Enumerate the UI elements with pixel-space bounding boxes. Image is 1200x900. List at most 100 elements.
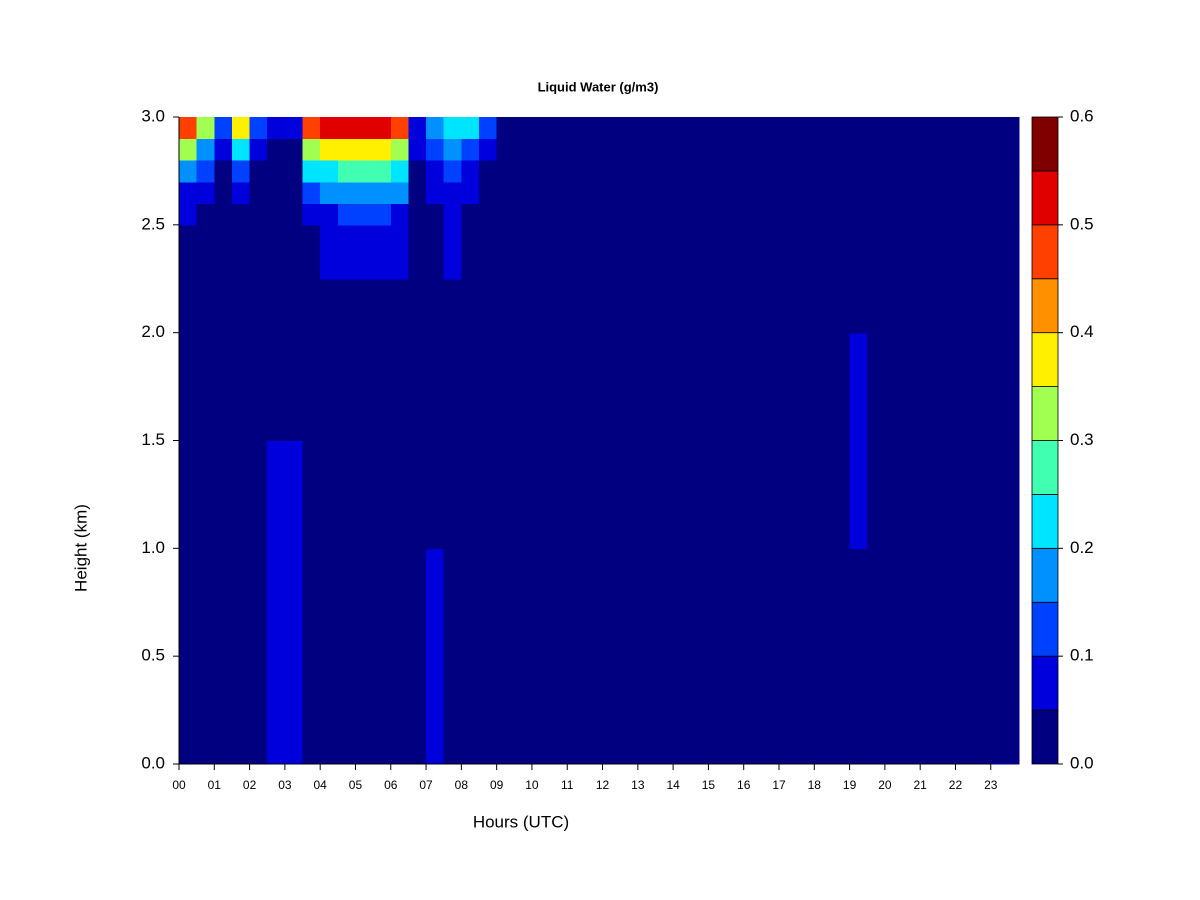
heatmap-cell bbox=[196, 160, 215, 183]
heatmap-cell bbox=[673, 117, 692, 140]
heatmap-cell bbox=[196, 548, 215, 657]
heatmap-cell bbox=[831, 203, 851, 226]
heatmap-cell bbox=[902, 656, 921, 765]
x-tick-label: 11 bbox=[561, 778, 574, 792]
heatmap-cell bbox=[479, 224, 498, 280]
heatmap-cell bbox=[620, 278, 639, 334]
heatmap-cell bbox=[231, 138, 251, 161]
heatmap-cell bbox=[496, 138, 515, 161]
heatmap-cell bbox=[673, 181, 692, 204]
heatmap-cell bbox=[567, 548, 586, 657]
heatmap-cell bbox=[620, 138, 639, 161]
heatmap-cell bbox=[337, 332, 357, 442]
chart-title: Liquid Water (g/m3) bbox=[538, 79, 659, 94]
heatmap-cell bbox=[531, 181, 551, 204]
heatmap-cell bbox=[337, 138, 357, 161]
heatmap-cell bbox=[620, 548, 639, 657]
heatmap-cell bbox=[637, 203, 657, 226]
heatmap-cell bbox=[284, 332, 304, 442]
heatmap-cell bbox=[390, 278, 410, 334]
heatmap-cell bbox=[373, 440, 392, 549]
heatmap-cell bbox=[708, 117, 727, 140]
heatmap-cell bbox=[690, 138, 710, 161]
heatmap-cell bbox=[567, 224, 586, 280]
heatmap-cell bbox=[373, 203, 392, 226]
heatmap-cell bbox=[231, 440, 251, 549]
heatmap-cell bbox=[708, 160, 727, 183]
heatmap-cell bbox=[214, 548, 233, 657]
heatmap-cell bbox=[726, 203, 745, 226]
heatmap-cell bbox=[743, 117, 762, 140]
heatmap-cell bbox=[390, 138, 410, 161]
heatmap-cell bbox=[726, 548, 745, 657]
heatmap-cell bbox=[267, 224, 286, 280]
colorbar-tick-label: 0.2 bbox=[1070, 538, 1094, 557]
colorbar-swatch bbox=[1031, 440, 1059, 495]
heatmap-cell bbox=[390, 548, 410, 657]
heatmap-cell bbox=[426, 656, 445, 765]
heatmap-cell bbox=[796, 278, 815, 334]
heatmap-cell bbox=[373, 224, 392, 280]
heatmap-cell bbox=[443, 440, 462, 549]
x-tick-label: 03 bbox=[278, 778, 292, 792]
x-tick-label: 04 bbox=[313, 778, 327, 792]
heatmap-cell bbox=[849, 160, 868, 183]
heatmap-cell bbox=[320, 440, 339, 549]
heatmap-cell bbox=[426, 160, 445, 183]
heatmap-cell bbox=[937, 160, 957, 183]
heatmap-cell bbox=[849, 278, 868, 334]
heatmap-cell bbox=[302, 181, 321, 204]
heatmap-cell bbox=[655, 332, 674, 442]
heatmap-cell bbox=[584, 117, 604, 140]
heatmap-cell bbox=[337, 440, 357, 549]
heatmap-cell bbox=[408, 278, 427, 334]
heatmap-cell bbox=[320, 332, 339, 442]
x-tick-label: 13 bbox=[631, 778, 645, 792]
heatmap-cell bbox=[249, 138, 268, 161]
heatmap-cell bbox=[708, 181, 727, 204]
heatmap-cell bbox=[284, 656, 304, 765]
heatmap-cell bbox=[514, 203, 533, 226]
heatmap-cell bbox=[973, 138, 992, 161]
colorbar-tick-label: 0.6 bbox=[1070, 106, 1094, 125]
heatmap-cell bbox=[496, 181, 515, 204]
heatmap-cell bbox=[884, 160, 904, 183]
heatmap-cell bbox=[779, 160, 798, 183]
heatmap-cell bbox=[708, 548, 727, 657]
heatmap-cell bbox=[373, 117, 392, 140]
heatmap-cell bbox=[179, 656, 198, 765]
heatmap-cell bbox=[461, 548, 480, 657]
heatmap-cell bbox=[514, 138, 533, 161]
heatmap-cell bbox=[743, 181, 762, 204]
heatmap-cell bbox=[796, 656, 815, 765]
heatmap-cell bbox=[973, 656, 992, 765]
heatmap-cell bbox=[955, 548, 974, 657]
heatmap-cell bbox=[249, 181, 268, 204]
heatmap-cell bbox=[920, 160, 939, 183]
heatmap-cell bbox=[267, 548, 286, 657]
heatmap-cell bbox=[779, 656, 798, 765]
heatmap-cell bbox=[796, 181, 815, 204]
heatmap-cell bbox=[567, 656, 586, 765]
colorbar-swatch bbox=[1031, 116, 1059, 172]
heatmap-cell bbox=[655, 138, 674, 161]
heatmap-cell bbox=[743, 203, 762, 226]
heatmap-cell bbox=[496, 117, 515, 140]
heatmap-cell bbox=[302, 117, 321, 140]
heatmap-cell bbox=[284, 224, 304, 280]
heatmap-cell bbox=[884, 440, 904, 549]
heatmap-cell bbox=[673, 278, 692, 334]
heatmap-cell bbox=[284, 278, 304, 334]
heatmap-cell bbox=[461, 224, 480, 280]
heatmap-cell bbox=[920, 181, 939, 204]
heatmap-cell bbox=[955, 224, 974, 280]
heatmap-cell bbox=[408, 160, 427, 183]
heatmap-cell bbox=[355, 548, 374, 657]
heatmap-cell bbox=[267, 138, 286, 161]
heatmap-cell bbox=[655, 181, 674, 204]
heatmap-cell bbox=[267, 656, 286, 765]
heatmap-cell bbox=[673, 440, 692, 549]
heatmap-cell bbox=[884, 278, 904, 334]
heatmap-cell bbox=[355, 181, 374, 204]
heatmap-cell bbox=[196, 138, 215, 161]
